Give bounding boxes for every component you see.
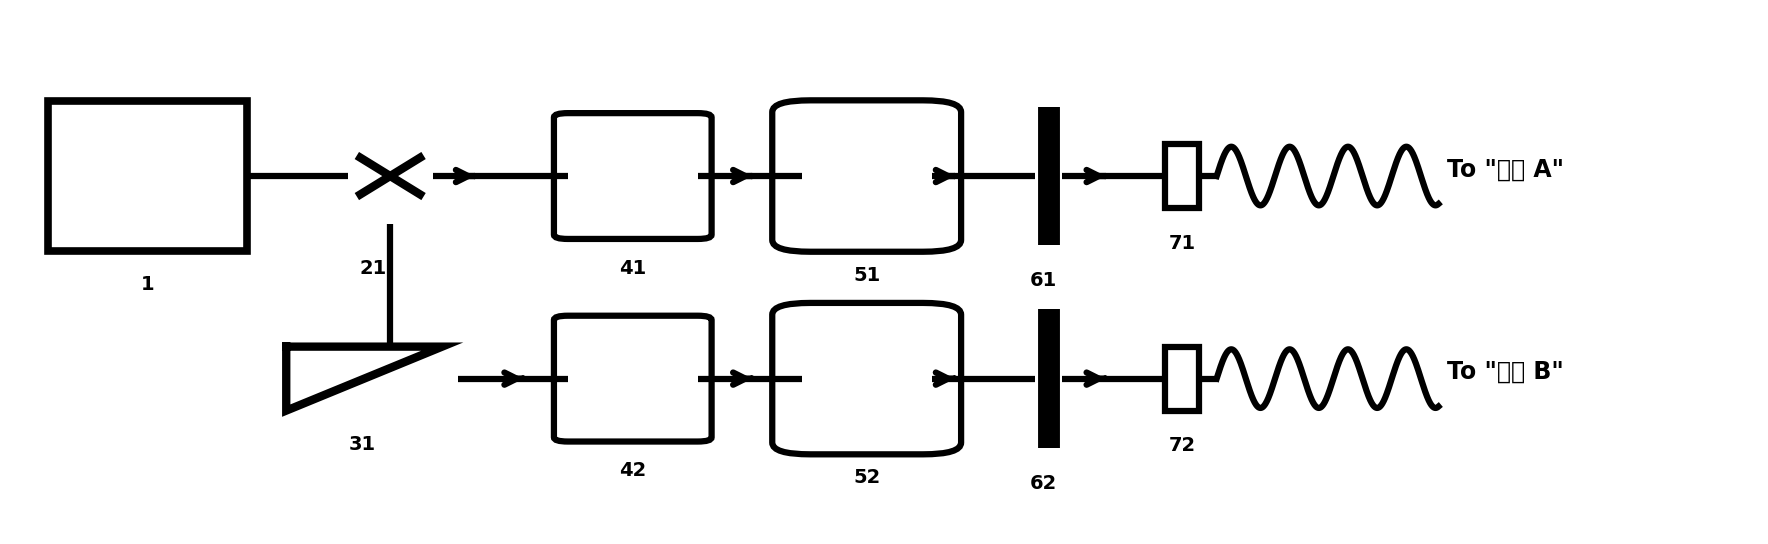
Text: To "激光 A": To "激光 A" <box>1446 158 1565 182</box>
Text: 41: 41 <box>619 259 647 277</box>
Text: 71: 71 <box>1169 233 1195 252</box>
Text: 52: 52 <box>852 468 880 487</box>
Text: 31: 31 <box>348 435 377 454</box>
Text: To "激光 B": To "激光 B" <box>1446 360 1565 384</box>
Bar <box>1165 347 1199 411</box>
Text: 21: 21 <box>359 259 387 277</box>
Text: 51: 51 <box>852 265 880 285</box>
Text: 72: 72 <box>1169 436 1195 455</box>
Text: 1: 1 <box>141 275 154 294</box>
Text: 61: 61 <box>1029 271 1057 290</box>
Bar <box>48 101 248 251</box>
Text: 42: 42 <box>619 461 647 480</box>
Bar <box>1165 144 1199 208</box>
Text: 62: 62 <box>1029 473 1057 492</box>
